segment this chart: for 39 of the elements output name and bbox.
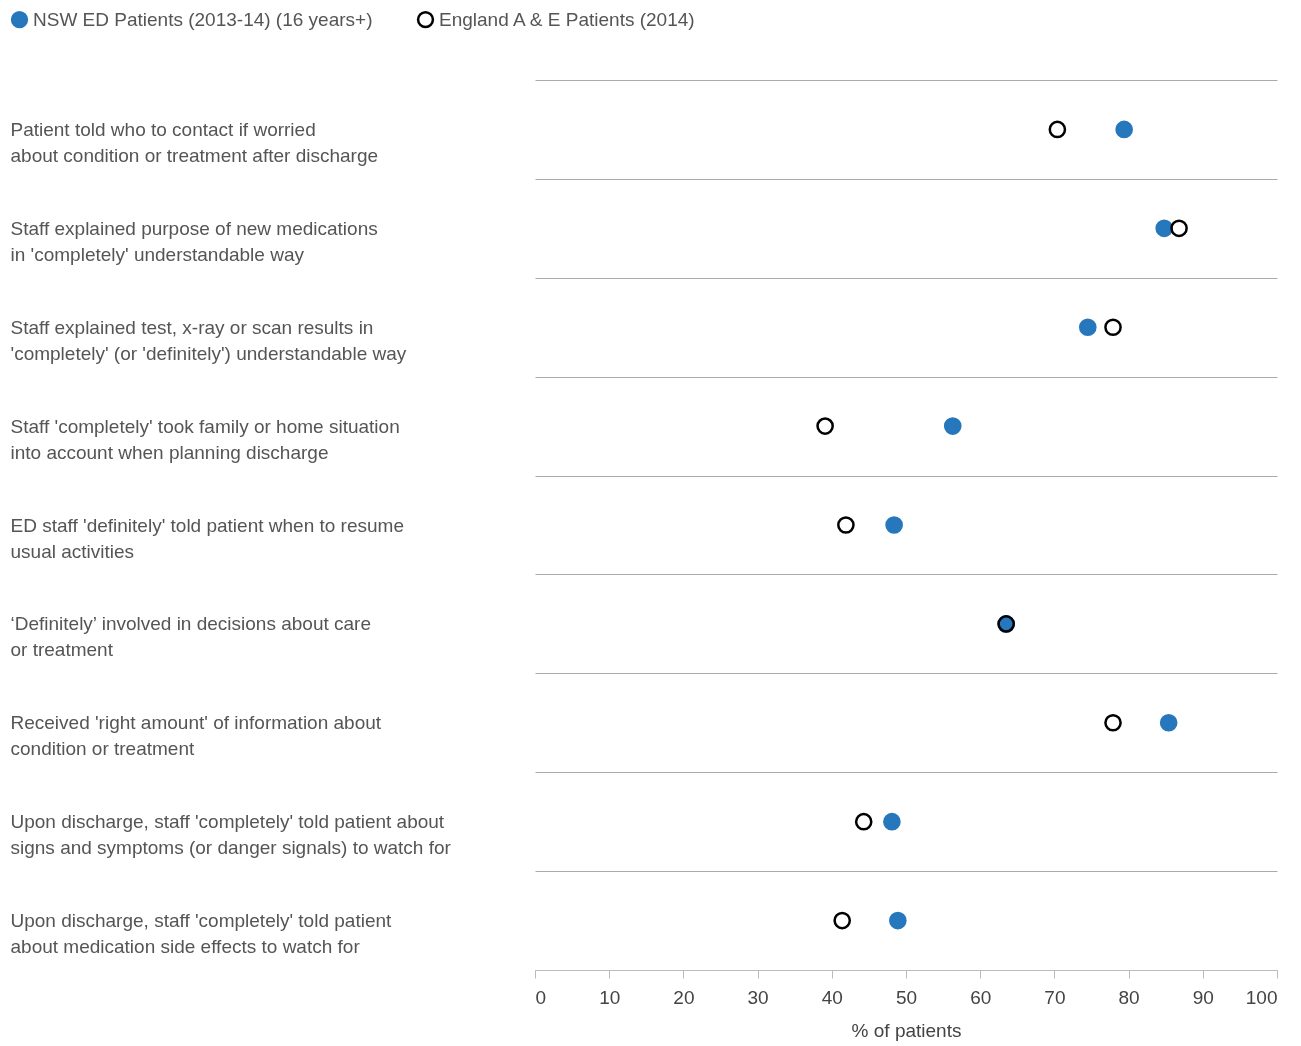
x-tick-label: 30	[747, 986, 769, 1008]
y-tick-label: Received 'right amount' of information about condition or treatment	[10, 712, 382, 760]
point	[1078, 318, 1097, 337]
legend-label: NSW ED Patients (2013-14) (16 years+)	[33, 8, 373, 30]
point	[1155, 219, 1174, 238]
x-axis-title: % of patients	[851, 1019, 962, 1041]
x-tick-label: 100	[1245, 986, 1278, 1008]
x-tick-label: 70	[1044, 986, 1066, 1008]
point	[885, 516, 903, 534]
y-tick-label: ‘Definitely’ involved in decisions about care or treatment	[10, 613, 371, 661]
point	[1104, 713, 1122, 732]
point	[883, 812, 901, 831]
point	[943, 417, 962, 435]
point	[837, 516, 855, 534]
y-tick-label: Patient told who to contact if worried about condition or treatment after discharge	[10, 118, 379, 166]
legend-label: England A & E Patients (2014)	[439, 8, 695, 30]
point	[854, 812, 873, 831]
y-tick-label: Staff explained purpose of new medications in 'completely' understandable way	[10, 217, 378, 265]
x-tick-label: 10	[599, 986, 621, 1008]
point	[889, 911, 907, 930]
y-tick-label: Upon discharge, staff 'completely' told patient about medication side effects to watch for	[10, 910, 393, 958]
x-tick-label: 50	[895, 986, 918, 1008]
point	[816, 417, 834, 435]
y-tick-label: Staff 'completely' took family or home situation into account when planning discharge	[10, 415, 400, 463]
point	[1104, 318, 1122, 337]
y-tick-label: ED staff 'definitely' told patient when to resume usual activities	[10, 514, 404, 562]
point	[1115, 120, 1133, 139]
point	[833, 911, 852, 930]
x-tick-label: 0	[535, 986, 547, 1008]
x-tick-label: 20	[673, 986, 695, 1008]
x-tick-label: 80	[1118, 986, 1140, 1008]
point	[1048, 120, 1067, 139]
x-tick-label: 60	[970, 986, 992, 1008]
point	[1159, 713, 1178, 732]
y-tick-label: Staff explained test, x-ray or scan results in 'completely' (or 'definitely') understandable way	[10, 316, 407, 364]
y-tick-label: Upon discharge, staff 'completely' told patient about signs and symptoms (or danger signals) to watch for	[10, 811, 452, 859]
x-tick-label: 90	[1192, 986, 1214, 1008]
x-tick-label: 40	[821, 986, 843, 1008]
point	[1170, 219, 1188, 238]
